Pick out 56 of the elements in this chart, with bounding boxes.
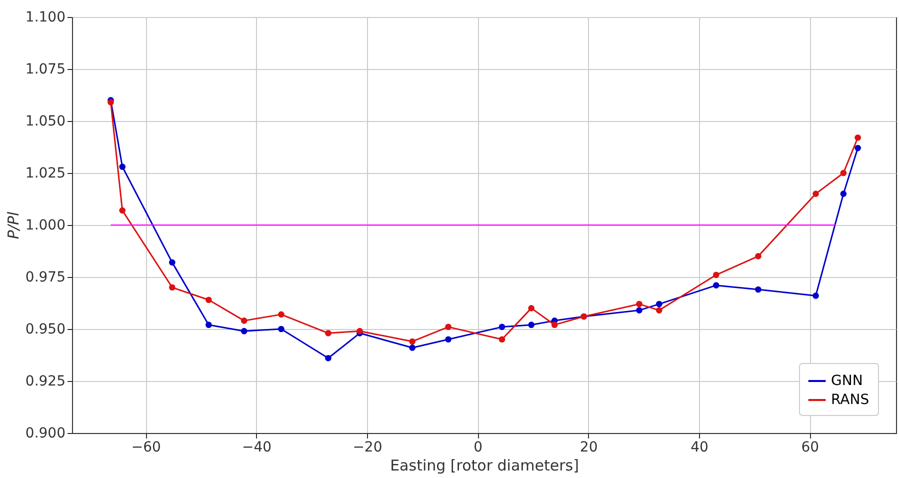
- point: [498, 336, 506, 343]
- x-axis-title: Easting [rotor diameters]: [390, 456, 579, 474]
- y-tick-label: 0.950: [25, 322, 66, 338]
- point: [812, 292, 819, 299]
- point: [445, 336, 452, 343]
- point: [240, 328, 248, 334]
- x-tick-label: 20: [580, 440, 598, 456]
- point: [206, 322, 212, 328]
- point: [409, 344, 416, 351]
- y-tick-label: 0.925: [25, 374, 66, 390]
- point: [498, 324, 506, 330]
- point: [240, 318, 248, 324]
- point: [169, 259, 176, 266]
- point: [840, 170, 847, 176]
- y-tick-label: 0.900: [25, 426, 66, 442]
- point: [278, 311, 284, 318]
- point: [636, 300, 642, 308]
- x-tick-label: −60: [131, 440, 161, 456]
- point: [409, 338, 416, 345]
- point: [712, 272, 720, 278]
- legend-label: RANS: [831, 392, 870, 408]
- point: [445, 324, 452, 330]
- point: [119, 164, 126, 170]
- y-tick-label: 1.100: [25, 10, 66, 26]
- point: [278, 326, 284, 332]
- point: [854, 144, 861, 152]
- y-tick-label: 1.025: [25, 166, 66, 182]
- x-tick-label: 0: [474, 440, 483, 456]
- point: [325, 354, 332, 362]
- y-tick-label: 1.050: [25, 114, 66, 130]
- point: [169, 284, 176, 291]
- x-tick-label: 60: [801, 440, 820, 456]
- legend-label: GNN: [831, 373, 863, 389]
- point: [656, 307, 662, 314]
- point: [840, 190, 847, 197]
- y-tick-label: 1.075: [25, 62, 66, 78]
- y-axis-title: P/Pl: [4, 211, 22, 240]
- point: [636, 307, 642, 314]
- point: [206, 296, 212, 304]
- x-tick-label: −40: [242, 440, 272, 456]
- point: [325, 330, 332, 336]
- point: [755, 253, 762, 260]
- point: [854, 134, 861, 141]
- point: [528, 322, 534, 328]
- point: [755, 286, 762, 293]
- point: [356, 328, 363, 334]
- point: [528, 305, 534, 312]
- point: [712, 282, 720, 288]
- point: [551, 322, 558, 328]
- y-tick-label: 0.975: [25, 270, 66, 286]
- point: [812, 190, 819, 197]
- x-tick-label: 40: [690, 440, 708, 456]
- point: [119, 207, 126, 214]
- y-tick-label: 1.000: [25, 218, 66, 234]
- point: [656, 300, 662, 308]
- x-tick-label: −20: [352, 440, 382, 456]
